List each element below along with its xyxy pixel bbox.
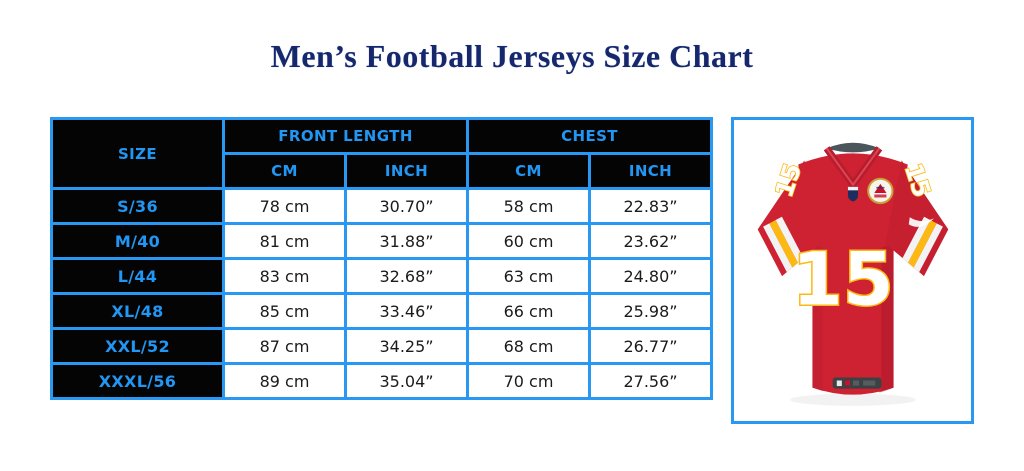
table-row: S/36 78 cm 30.70” 58 cm 22.83” xyxy=(50,187,713,225)
table-row: M/40 81 cm 31.88” 60 cm 23.62” xyxy=(50,222,713,260)
chest-inch-cell: 25.98” xyxy=(588,292,713,330)
table-row: XXXL/56 89 cm 35.04” 70 cm 27.56” xyxy=(50,362,713,400)
nfl-shield-icon xyxy=(847,186,858,202)
size-cell: L/44 xyxy=(50,257,225,295)
col-header-chest-inch: INCH xyxy=(588,152,713,190)
jock-tag xyxy=(832,376,881,389)
jersey-image-panel: 15 15 15 xyxy=(731,117,974,424)
chest-cm-cell: 70 cm xyxy=(466,362,591,400)
col-header-front-inch: INCH xyxy=(344,152,469,190)
chest-cm-cell: 66 cm xyxy=(466,292,591,330)
col-group-front-length: FRONT LENGTH xyxy=(222,117,469,155)
front-cm-cell: 78 cm xyxy=(222,187,347,225)
front-cm-cell: 83 cm xyxy=(222,257,347,295)
jersey-left-sleeve xyxy=(757,159,821,276)
jersey-torso xyxy=(797,152,908,395)
col-header-size: SIZE xyxy=(50,117,225,190)
table-row: L/44 83 cm 32.68” 63 cm 24.80” xyxy=(50,257,713,295)
size-cell: XXXL/56 xyxy=(50,362,225,400)
chest-inch-cell: 26.77” xyxy=(588,327,713,365)
team-patch-icon xyxy=(866,177,894,204)
front-cm-cell: 81 cm xyxy=(222,222,347,260)
page-title: Men’s Football Jerseys Size Chart xyxy=(270,38,754,74)
chest-cm-cell: 68 cm xyxy=(466,327,591,365)
front-inch-cell: 31.88” xyxy=(344,222,469,260)
table-row: XL/48 85 cm 33.46” 66 cm 25.98” xyxy=(50,292,713,330)
size-cell: M/40 xyxy=(50,222,225,260)
nike-swoosh-icon xyxy=(908,216,934,227)
front-cm-cell: 85 cm xyxy=(222,292,347,330)
chest-cm-cell: 58 cm xyxy=(466,187,591,225)
front-inch-cell: 33.46” xyxy=(344,292,469,330)
chest-inch-cell: 22.83” xyxy=(588,187,713,225)
col-header-front-cm: CM xyxy=(222,152,347,190)
chest-cm-cell: 60 cm xyxy=(466,222,591,260)
front-inch-cell: 30.70” xyxy=(344,187,469,225)
front-cm-cell: 87 cm xyxy=(222,327,347,365)
size-cell: S/36 xyxy=(50,187,225,225)
table-row: XXL/52 87 cm 34.25” 68 cm 26.77” xyxy=(50,327,713,365)
jersey-shadow xyxy=(789,393,916,406)
jersey-collar xyxy=(823,142,882,188)
size-cell: XXL/52 xyxy=(50,327,225,365)
chest-number: 15 xyxy=(792,237,894,322)
chest-inch-cell: 23.62” xyxy=(588,222,713,260)
col-group-chest: CHEST xyxy=(466,117,713,155)
front-inch-cell: 34.25” xyxy=(344,327,469,365)
col-header-chest-cm: CM xyxy=(466,152,591,190)
chest-inch-cell: 24.80” xyxy=(588,257,713,295)
size-cell: XL/48 xyxy=(50,292,225,330)
size-chart-table: SIZE FRONT LENGTH CHEST CM INCH CM INCH … xyxy=(50,117,713,400)
front-inch-cell: 32.68” xyxy=(344,257,469,295)
front-cm-cell: 89 cm xyxy=(222,362,347,400)
chest-cm-cell: 63 cm xyxy=(466,257,591,295)
jersey-illustration: 15 15 15 xyxy=(757,142,948,406)
jersey-right-sleeve xyxy=(884,159,948,276)
front-inch-cell: 35.04” xyxy=(344,362,469,400)
chest-inch-cell: 27.56” xyxy=(588,362,713,400)
